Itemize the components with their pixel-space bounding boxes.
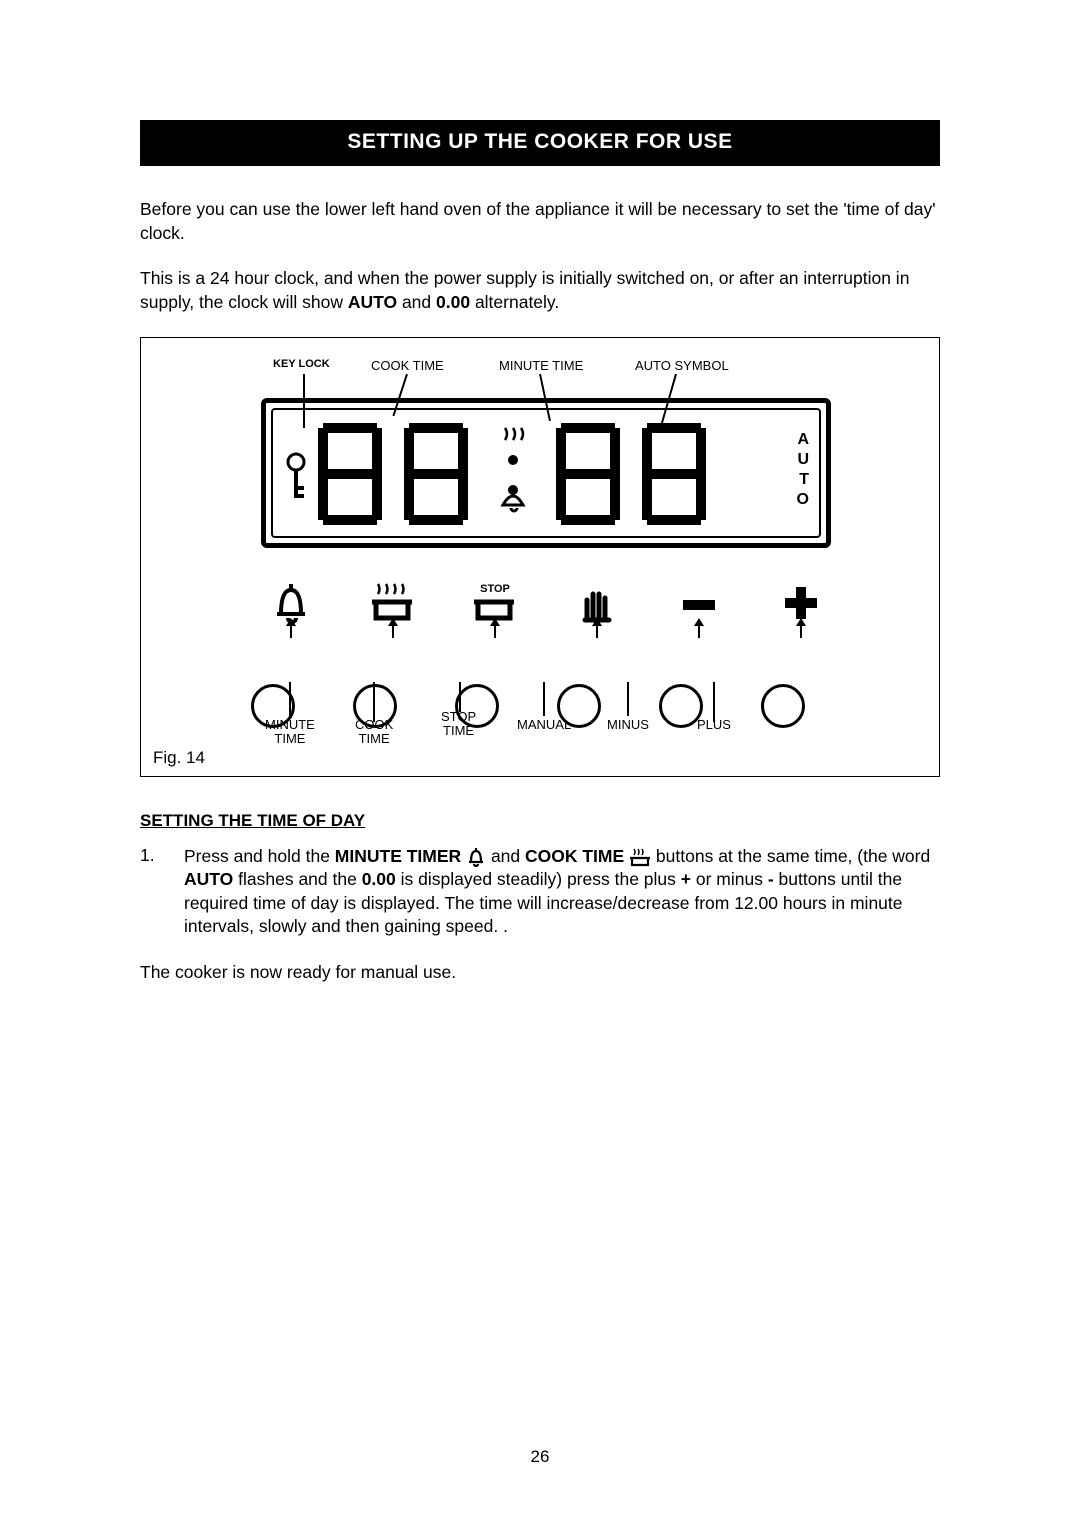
bell-icon bbox=[466, 847, 486, 867]
step-number: 1. bbox=[140, 845, 184, 940]
section-title-bar: SETTING UP THE COOKER FOR USE bbox=[140, 120, 940, 166]
intro2c: and bbox=[397, 292, 436, 312]
leader-line bbox=[627, 682, 629, 716]
closing-paragraph: The cooker is now ready for manual use. bbox=[140, 961, 940, 985]
section-title: SETTING UP THE COOKER FOR USE bbox=[347, 130, 732, 153]
sd: COOK TIME bbox=[525, 846, 624, 866]
sc: and bbox=[491, 846, 525, 866]
step-text: Press and hold the MINUTE TIMER and COOK… bbox=[184, 845, 940, 940]
sk: or minus bbox=[691, 869, 768, 889]
intro2e: alternately. bbox=[470, 292, 559, 312]
btn-minute-time bbox=[251, 578, 331, 638]
figure-caption: Fig. 14 bbox=[153, 748, 205, 768]
digit-display bbox=[315, 420, 775, 530]
auto-symbol-T: T bbox=[799, 472, 809, 488]
label-manual-btn: MANUAL bbox=[517, 718, 571, 732]
leader-line bbox=[289, 682, 291, 716]
sj: + bbox=[681, 869, 691, 889]
btn-manual bbox=[557, 578, 637, 638]
control-buttons-row: STOP bbox=[251, 578, 841, 638]
label-key-lock: KEY LOCK bbox=[273, 358, 330, 370]
label-minute-time: MINUTE TIME bbox=[499, 358, 583, 373]
leader-line bbox=[543, 682, 545, 716]
clock-display-inner: A U T O bbox=[271, 408, 821, 538]
leader-line bbox=[459, 682, 461, 712]
sg: flashes and the bbox=[233, 869, 361, 889]
svg-text:STOP: STOP bbox=[480, 583, 510, 595]
label-cook-time: COOK TIME bbox=[371, 358, 444, 373]
sb: MINUTE TIMER bbox=[335, 846, 461, 866]
sa: Press and hold the bbox=[184, 846, 335, 866]
intro-paragraph-2: This is a 24 hour clock, and when the po… bbox=[140, 267, 940, 314]
btn-cook-time bbox=[353, 578, 433, 638]
intro2d: 0.00 bbox=[436, 292, 470, 312]
auto-symbol-A: A bbox=[797, 432, 809, 448]
auto-symbol-O: O bbox=[797, 492, 809, 508]
key-lock-icon bbox=[285, 452, 307, 502]
label-cook-time-btn: COOK TIME bbox=[355, 718, 393, 747]
leader-line bbox=[373, 682, 375, 722]
label-stop-time-btn: STOP TIME bbox=[441, 710, 476, 739]
label-auto-symbol: AUTO SYMBOL bbox=[635, 358, 729, 373]
label-plus-btn: PLUS bbox=[697, 718, 731, 732]
btn-minus bbox=[659, 578, 739, 638]
label-minus-btn: MINUS bbox=[607, 718, 649, 732]
subheading-setting-time: SETTING THE TIME OF DAY bbox=[140, 811, 940, 831]
page-number: 26 bbox=[0, 1447, 1080, 1467]
auto-symbol-U: U bbox=[797, 452, 809, 468]
btn-stop-time: STOP bbox=[455, 578, 535, 638]
intro2b: AUTO bbox=[348, 292, 397, 312]
se: buttons at the same time, (the word bbox=[656, 846, 930, 866]
leader-line bbox=[713, 682, 715, 722]
si: is displayed steadily) press the plus bbox=[396, 869, 681, 889]
pot-steam-icon bbox=[629, 847, 651, 867]
intro-paragraph-1: Before you can use the lower left hand o… bbox=[140, 198, 940, 245]
step-1: 1. Press and hold the MINUTE TIMER and C… bbox=[140, 845, 940, 940]
btn-plus bbox=[761, 578, 841, 638]
figure-14: KEY LOCK COOK TIME MINUTE TIME AUTO SYMB… bbox=[140, 337, 940, 777]
sh: 0.00 bbox=[362, 869, 396, 889]
label-minute-time-btn: MINUTE TIME bbox=[265, 718, 315, 747]
sf: AUTO bbox=[184, 869, 233, 889]
